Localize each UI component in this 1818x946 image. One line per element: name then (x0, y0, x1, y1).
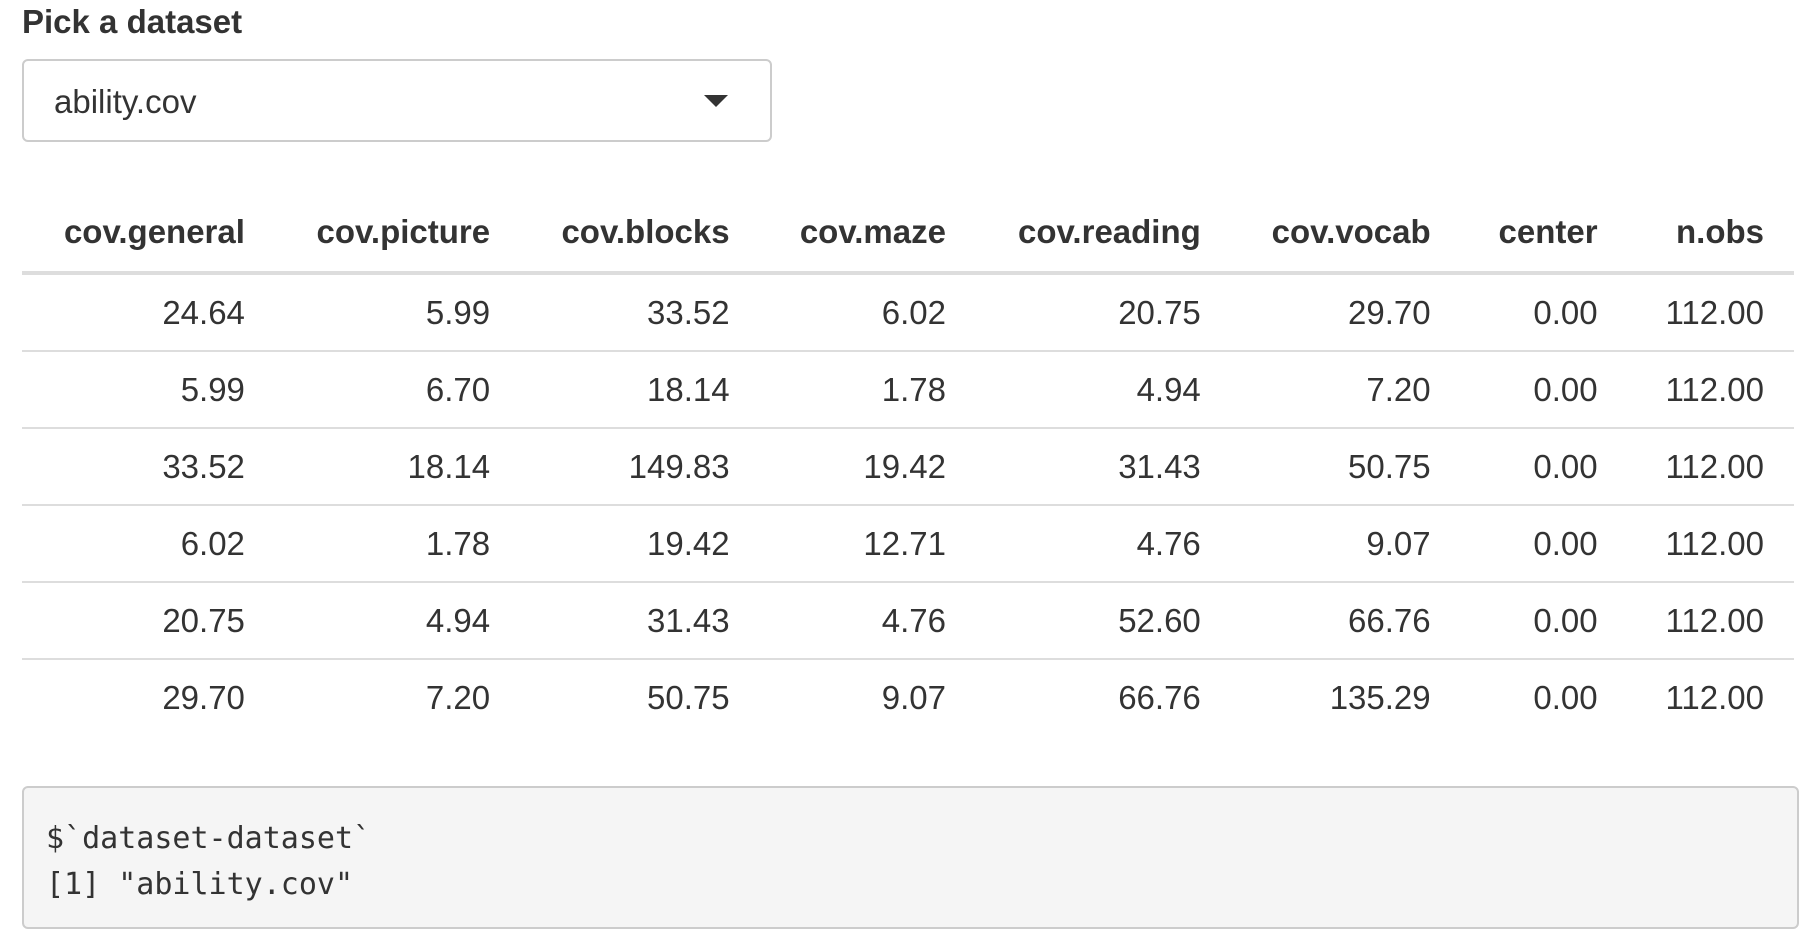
table-cell: 0.00 (1460, 582, 1628, 660)
table-cell: 0.00 (1533, 678, 1598, 716)
table-cell: 4.76 (975, 505, 1231, 583)
output-panel: $`dataset-dataset` [1] "ability.cov" (22, 786, 1799, 929)
table-cell: 33.52 (22, 428, 275, 506)
caret-down-icon (704, 95, 728, 107)
table-row: 33.52 18.14 149.83 19.42 31.43 50.75 0.0… (22, 428, 1794, 506)
table-cell: 112.00 (1627, 505, 1794, 583)
table-cell: 29.70 (162, 678, 245, 716)
table-cell: 1.78 (759, 351, 976, 429)
table-cell: 7.20 (425, 678, 491, 716)
table-cell: 0.00 (1460, 273, 1628, 352)
table-cell: 24.64 (22, 273, 275, 352)
dataset-select[interactable]: ability.cov (22, 59, 772, 142)
table-cell: 50.75 (647, 678, 730, 716)
table-cell: 50.75 (1230, 428, 1461, 506)
table-cell: 112.00 (1627, 582, 1794, 660)
output-line: [1] "ability.cov" (46, 867, 354, 902)
table-cell: 0.00 (1460, 505, 1628, 583)
table-cell: 0.00 (1460, 428, 1628, 506)
table-cell: 6.70 (274, 351, 521, 429)
dataset-select-value: ability.cov (54, 83, 197, 120)
table-cell: 4.94 (274, 582, 521, 660)
dataset-select-label: Pick a dataset (22, 3, 243, 40)
column-header: n.obs (1627, 193, 1794, 275)
table-cell: 6.02 (759, 273, 976, 352)
table-cell: 18.14 (520, 351, 760, 429)
table-cell: 1.78 (274, 505, 521, 583)
table-cell: 4.76 (759, 582, 976, 660)
table-cell: 112.00 (1627, 273, 1794, 352)
table-cell: 9.07 (881, 678, 946, 716)
table-cell: 31.43 (520, 582, 760, 660)
table-cell: 4.94 (975, 351, 1231, 429)
table-cell: 52.60 (975, 582, 1231, 660)
column-header: cov.reading (975, 193, 1231, 275)
table-cell: 135.29 (1329, 678, 1431, 716)
table-cell: 18.14 (274, 428, 521, 506)
output-line: $`dataset-dataset` (46, 821, 372, 856)
table-cell: 20.75 (975, 273, 1231, 352)
table-cell: 19.42 (759, 428, 976, 506)
table-cell: 0.00 (1460, 351, 1628, 429)
table-cell: 31.43 (975, 428, 1231, 506)
table-row: 5.99 6.70 18.14 1.78 4.94 7.20 0.00 112.… (22, 351, 1794, 429)
table-header-row: cov.general cov.picture cov.blocks cov.m… (22, 193, 1794, 275)
column-header: cov.vocab (1230, 193, 1461, 275)
table-cell: 112.00 (1627, 428, 1794, 506)
table-cell: 7.20 (1230, 351, 1461, 429)
table-row: 29.70 7.20 50.75 9.07 66.76 135.29 0.00 … (22, 659, 1794, 735)
column-header: cov.blocks (520, 193, 760, 275)
table-cell: 20.75 (22, 582, 275, 660)
table-cell: 112.00 (1665, 678, 1764, 716)
table-cell: 66.76 (1230, 582, 1461, 660)
column-header: center (1460, 193, 1628, 275)
table-row: 24.64 5.99 33.52 6.02 20.75 29.70 0.00 1… (22, 273, 1794, 352)
table-cell: 29.70 (1230, 273, 1461, 352)
table-cell: 5.99 (22, 351, 275, 429)
table-cell: 66.76 (1118, 678, 1201, 716)
table-cell: 112.00 (1627, 351, 1794, 429)
table-cell: 149.83 (520, 428, 760, 506)
table-cell: 19.42 (520, 505, 760, 583)
column-header: cov.maze (759, 193, 976, 275)
table-cell: 12.71 (759, 505, 976, 583)
table-row: 6.02 1.78 19.42 12.71 4.76 9.07 0.00 112… (22, 505, 1794, 583)
column-header: cov.general (22, 193, 275, 275)
table-cell: 6.02 (22, 505, 275, 583)
table-cell: 33.52 (520, 273, 760, 352)
table-cell: 9.07 (1230, 505, 1461, 583)
dataset-table: cov.general cov.picture cov.blocks cov.m… (22, 193, 1794, 735)
table-cell: 5.99 (274, 273, 521, 352)
table-row: 20.75 4.94 31.43 4.76 52.60 66.76 0.00 1… (22, 582, 1794, 660)
column-header: cov.picture (274, 193, 521, 275)
